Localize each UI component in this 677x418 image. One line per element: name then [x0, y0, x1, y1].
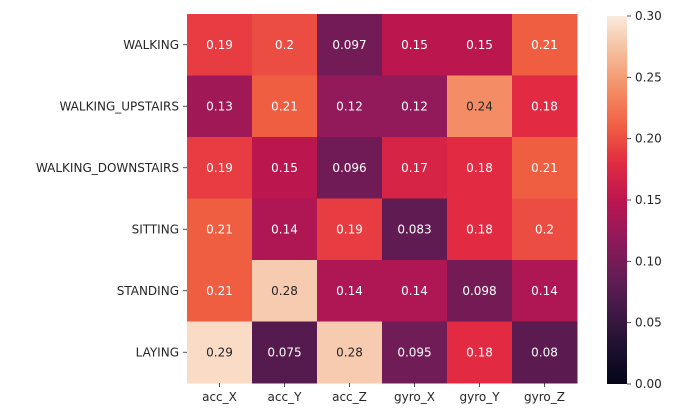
heatmap-cell [447, 198, 513, 261]
colorbar-tick-label: 0.00 [635, 377, 662, 391]
cell-value-label: 0.17 [401, 161, 428, 175]
cell-value-label: 0.14 [531, 284, 558, 298]
cell-value-label: 0.21 [531, 38, 558, 52]
heatmap-cell [317, 321, 383, 384]
cell-value-label: 0.21 [271, 99, 298, 113]
cell-value-label: 0.095 [397, 345, 431, 359]
heatmap-cell [252, 14, 318, 76]
cell-value-label: 0.21 [206, 222, 233, 236]
row-tick-label: WALKING [123, 38, 179, 52]
heatmap-cell [252, 260, 318, 322]
cell-value-label: 0.28 [336, 345, 363, 359]
heatmap-cell [512, 260, 578, 322]
cell-value-label: 0.14 [336, 284, 363, 298]
cell-value-label: 0.18 [466, 345, 493, 359]
cell-value-label: 0.083 [397, 222, 431, 236]
heatmap-cell [187, 321, 253, 384]
column-tick-label: gyro_Y [459, 390, 500, 404]
heatmap-cell [512, 137, 578, 199]
column-tick-label: gyro_X [394, 390, 435, 404]
cell-value-label: 0.075 [267, 345, 301, 359]
heatmap-cell [317, 14, 383, 76]
cell-value-label: 0.19 [206, 38, 233, 52]
colorbar-tick-label: 0.05 [635, 316, 662, 330]
cell-value-label: 0.18 [531, 99, 558, 113]
cell-value-label: 0.12 [401, 99, 428, 113]
colorbar-gradient [607, 16, 627, 384]
heatmap-cell [382, 260, 448, 322]
cell-value-label: 0.2 [275, 38, 294, 52]
cell-value-label: 0.21 [531, 161, 558, 175]
heatmap-cell [382, 198, 448, 261]
colorbar-tick-label: 0.25 [635, 70, 662, 84]
heatmap-cell [512, 198, 578, 261]
colorbar-tick-label: 0.30 [635, 9, 662, 23]
heatmap-cell [447, 260, 513, 322]
cell-value-label: 0.097 [332, 38, 366, 52]
cell-value-label: 0.14 [271, 222, 298, 236]
heatmap-cell [447, 137, 513, 199]
heatmap-cell [512, 14, 578, 76]
column-tick-label: acc_Y [268, 390, 303, 404]
row-tick-label: LAYING [136, 345, 179, 359]
cell-value-label: 0.29 [206, 345, 233, 359]
heatmap-cell [187, 260, 253, 322]
heatmap-cell [317, 198, 383, 261]
cell-value-label: 0.19 [336, 222, 363, 236]
heatmap-cell [317, 75, 383, 138]
row-tick-labels: WALKING WALKING_UPSTAIRS WALKING_DOWNSTAIR… [36, 38, 187, 359]
cell-value-label: 0.2 [535, 222, 554, 236]
column-tick-labels: acc_X acc_Y acc_Z gyro_X gyro_Y gyro_Z [202, 383, 565, 404]
cell-value-label: 0.15 [271, 161, 298, 175]
row-tick-label: WALKING_DOWNSTAIRS [36, 161, 179, 175]
cell-value-label: 0.18 [466, 161, 493, 175]
heatmap-cell [382, 321, 448, 384]
cell-value-label: 0.12 [336, 99, 363, 113]
heatmap-cell [512, 321, 578, 384]
colorbar-tick-label: 0.15 [635, 193, 662, 207]
row-tick-label: STANDING [117, 284, 179, 298]
colorbar-tick-label: 0.10 [635, 254, 662, 268]
cell-value-label: 0.18 [466, 222, 493, 236]
heatmap-cell [447, 14, 513, 76]
row-tick-label: WALKING_UPSTAIRS [59, 99, 179, 113]
heatmap-cell [187, 75, 253, 138]
cell-value-label: 0.24 [466, 99, 493, 113]
cell-value-label: 0.28 [271, 284, 298, 298]
cell-value-label: 0.08 [531, 345, 558, 359]
cell-value-label: 0.098 [462, 284, 496, 298]
cell-value-label: 0.096 [332, 161, 366, 175]
heatmap-cell [187, 137, 253, 199]
heatmap-cell [382, 137, 448, 199]
heatmap-cell [382, 75, 448, 138]
colorbar-tick-label: 0.20 [635, 132, 662, 146]
heatmap-cell [187, 198, 253, 261]
cell-value-label: 0.21 [206, 284, 233, 298]
heatmap-cell [317, 260, 383, 322]
heatmap-cell [447, 321, 513, 384]
column-tick-label: gyro_Z [524, 390, 565, 404]
heatmap-cell [252, 137, 318, 199]
heatmap-cell [512, 75, 578, 138]
heatmap-cell [252, 198, 318, 261]
colorbar: 0.00 0.05 0.10 0.15 0.20 0.25 0.30 [607, 9, 662, 391]
column-tick-label: acc_Z [332, 390, 367, 404]
heatmap-cell [447, 75, 513, 138]
heatmap-cells: 0.19 0.2 0.097 0.15 0.15 0.21 0.13 0.21 0.12 0.12… [187, 14, 578, 384]
column-tick-label: acc_X [202, 390, 237, 404]
heatmap-cell [382, 14, 448, 76]
cell-value-label: 0.15 [401, 38, 428, 52]
heatmap-cell [252, 321, 318, 384]
row-tick-label: SITTING [132, 222, 179, 236]
heatmap-cell [252, 75, 318, 138]
cell-value-label: 0.14 [401, 284, 428, 298]
heatmap-cell [187, 14, 253, 76]
heatmap-cell [317, 137, 383, 199]
cell-value-label: 0.19 [206, 161, 233, 175]
cell-value-label: 0.13 [206, 99, 233, 113]
cell-value-label: 0.15 [466, 38, 493, 52]
